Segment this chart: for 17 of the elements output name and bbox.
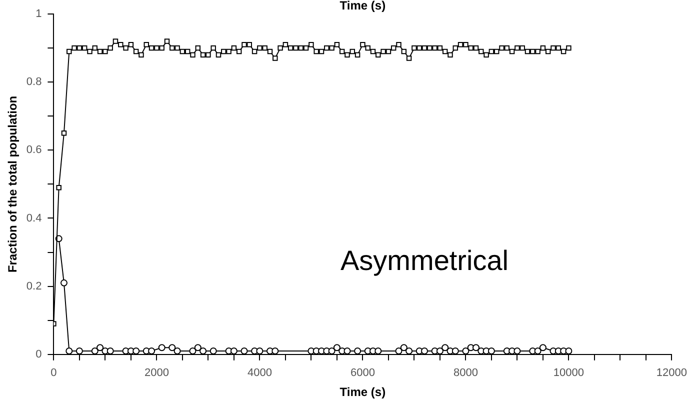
x-tick-label: 8000 (453, 367, 478, 380)
y-tick-label: 1 (36, 8, 42, 20)
y-tick-label: 0 (36, 348, 42, 360)
y-tick-label: 0.4 (26, 212, 42, 224)
x-tick-label: 12000 (656, 367, 688, 380)
x-tick-label: 6000 (350, 367, 375, 380)
x-tick-label: 10000 (553, 367, 584, 380)
x-tick-label: 0 (50, 367, 57, 380)
x-axis-title: Time (s) (340, 385, 386, 400)
annotation: Asymmetrical (340, 245, 509, 276)
y-axis-title: Fraction of the total population (6, 96, 20, 273)
y-tick-label: 0.8 (26, 76, 42, 88)
y-tick-label: 0.6 (26, 144, 42, 156)
y-tick-label: 0.2 (26, 280, 42, 292)
x-tick-label: 2000 (144, 367, 169, 380)
x2-axis-title: Time (s) (340, 0, 386, 12)
x-tick-label: 4000 (247, 367, 272, 380)
